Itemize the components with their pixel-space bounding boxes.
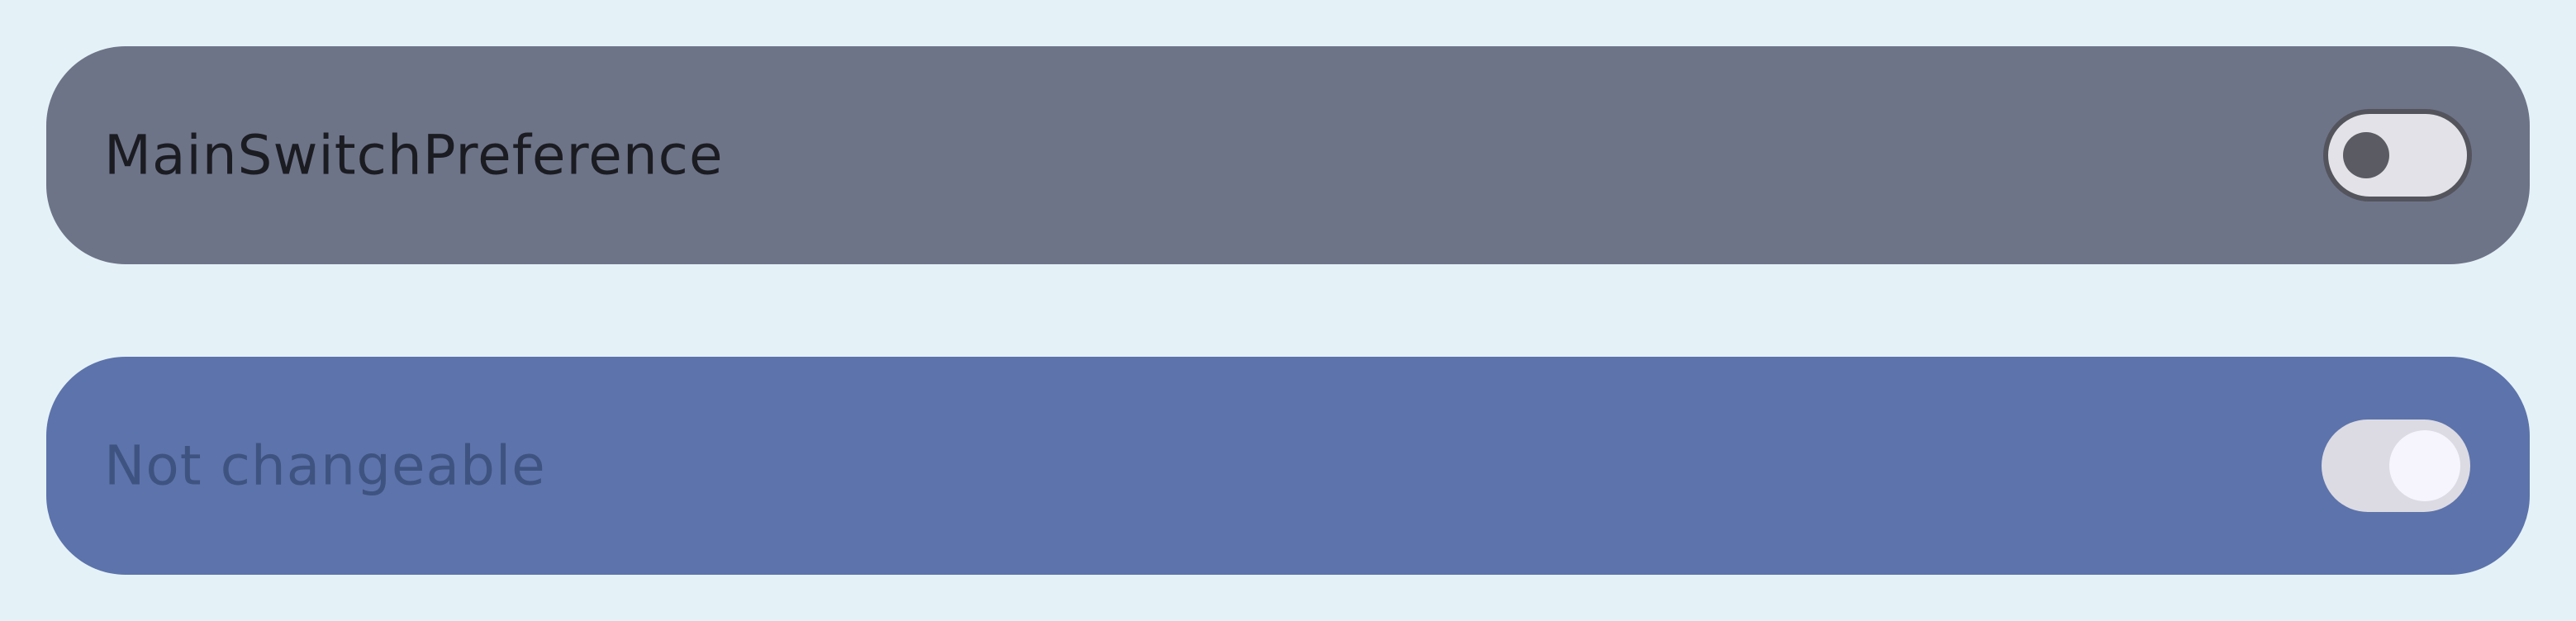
not-changeable-preference-row: Not changeable	[46, 357, 2530, 575]
main-switch-preference-label: MainSwitchPreference	[104, 123, 724, 187]
main-switch-toggle[interactable]	[2323, 109, 2472, 201]
not-changeable-switch-toggle	[2322, 420, 2470, 512]
not-changeable-label: Not changeable	[104, 434, 546, 498]
switch-thumb	[2343, 132, 2389, 178]
main-switch-preference-row[interactable]: MainSwitchPreference	[46, 46, 2530, 264]
switch-thumb	[2389, 430, 2460, 501]
